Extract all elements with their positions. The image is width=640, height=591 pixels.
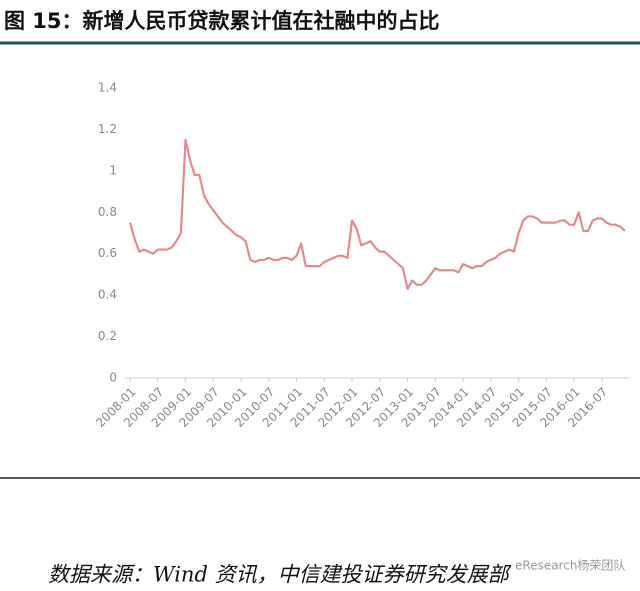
y-tick-label: 0.8	[98, 205, 117, 219]
y-tick-label: 1.4	[98, 81, 117, 95]
y-tick-label: 0.2	[98, 329, 117, 343]
data-line	[128, 138, 626, 291]
chart-title: 图 15：新增人民币贷款累计值在社融中的占比	[4, 9, 440, 33]
y-tick-label: 1	[109, 163, 117, 177]
source: 数据来源：Wind 资讯，中信建投证券研究发展部	[48, 563, 512, 587]
watermark: eResearch杨荣团队	[515, 558, 625, 573]
y-tick-label: 0	[109, 371, 117, 385]
y-tick-label: 0.4	[98, 288, 117, 302]
y-tick-label: 0.6	[98, 246, 117, 260]
y-tick-label: 1.2	[98, 122, 117, 136]
